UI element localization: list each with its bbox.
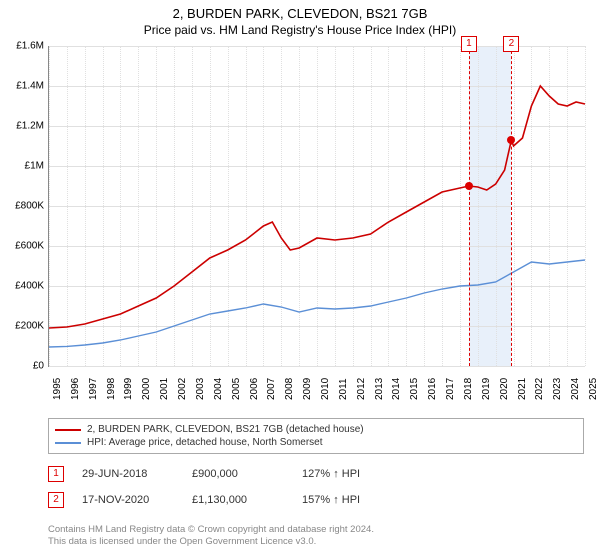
x-tick-label: 2001 <box>159 378 170 400</box>
x-tick-label: 2003 <box>195 378 206 400</box>
x-tick-label: 2018 <box>463 378 474 400</box>
x-tick-label: 2023 <box>552 378 563 400</box>
legend-label: HPI: Average price, detached house, Nort… <box>87 437 323 448</box>
chart-container: 2, BURDEN PARK, CLEVEDON, BS21 7GB Price… <box>0 0 600 560</box>
sale-marker-box: 2 <box>503 36 519 52</box>
sale-price: £1,130,000 <box>192 494 302 506</box>
x-tick-label: 2024 <box>570 378 581 400</box>
x-tick-label: 2025 <box>588 378 599 400</box>
x-tick-label: 2021 <box>517 378 528 400</box>
y-tick-label: £1.6M <box>4 41 44 52</box>
y-tick-label: £200K <box>4 321 44 332</box>
x-tick-label: 2000 <box>141 378 152 400</box>
sale-row-marker: 1 <box>48 466 64 482</box>
legend-label: 2, BURDEN PARK, CLEVEDON, BS21 7GB (deta… <box>87 424 364 435</box>
x-tick-label: 2019 <box>481 378 492 400</box>
x-tick-label: 2020 <box>499 378 510 400</box>
sale-row: 2 17-NOV-2020£1,130,000157% ↑ HPI <box>48 492 584 508</box>
y-tick-label: £400K <box>4 281 44 292</box>
sale-marker-line <box>511 46 512 366</box>
legend-swatch <box>55 442 81 444</box>
y-tick-label: £600K <box>4 241 44 252</box>
title-block: 2, BURDEN PARK, CLEVEDON, BS21 7GB Price… <box>0 0 600 39</box>
sale-row: 1 29-JUN-2018£900,000127% ↑ HPI <box>48 466 584 482</box>
x-tick-label: 2005 <box>231 378 242 400</box>
x-tick-label: 2012 <box>356 378 367 400</box>
x-tick-label: 1998 <box>106 378 117 400</box>
disclaimer-line2: This data is licensed under the Open Gov… <box>48 536 584 548</box>
x-tick-label: 2014 <box>391 378 402 400</box>
y-tick-label: £1M <box>4 161 44 172</box>
x-tick-label: 2006 <box>249 378 260 400</box>
sale-price: £900,000 <box>192 468 302 480</box>
x-tick-label: 2011 <box>338 378 349 400</box>
y-tick-label: £800K <box>4 201 44 212</box>
title-address: 2, BURDEN PARK, CLEVEDON, BS21 7GB <box>0 6 600 21</box>
sale-marker-line <box>469 46 470 366</box>
series-blue <box>49 260 585 347</box>
sale-marker-box: 1 <box>461 36 477 52</box>
x-tick-label: 2016 <box>427 378 438 400</box>
x-tick-label: 2015 <box>409 378 420 400</box>
legend-item: HPI: Average price, detached house, Nort… <box>55 436 577 449</box>
x-tick-label: 1995 <box>52 378 63 400</box>
disclaimer-line1: Contains HM Land Registry data © Crown c… <box>48 524 584 536</box>
x-tick-label: 2008 <box>284 378 295 400</box>
gridline-v <box>585 46 586 366</box>
sale-hpi: 157% ↑ HPI <box>302 494 412 506</box>
sale-dot <box>507 136 515 144</box>
chart-svg <box>49 46 585 366</box>
sale-dot <box>465 182 473 190</box>
series-red <box>49 86 585 328</box>
legend-swatch <box>55 429 81 431</box>
y-tick-label: £1.4M <box>4 81 44 92</box>
gridline-h <box>49 366 585 367</box>
y-tick-label: £0 <box>4 361 44 372</box>
sale-date: 29-JUN-2018 <box>82 468 192 480</box>
sale-row-marker: 2 <box>48 492 64 508</box>
x-tick-label: 2007 <box>266 378 277 400</box>
x-tick-label: 2004 <box>213 378 224 400</box>
x-tick-label: 1999 <box>123 378 134 400</box>
x-tick-label: 2002 <box>177 378 188 400</box>
legend-item: 2, BURDEN PARK, CLEVEDON, BS21 7GB (deta… <box>55 423 577 436</box>
chart-plot-area <box>48 46 585 367</box>
x-tick-label: 2010 <box>320 378 331 400</box>
x-tick-label: 1996 <box>70 378 81 400</box>
x-tick-label: 2013 <box>374 378 385 400</box>
title-subtitle: Price paid vs. HM Land Registry's House … <box>0 23 600 37</box>
legend-box: 2, BURDEN PARK, CLEVEDON, BS21 7GB (deta… <box>48 418 584 454</box>
x-tick-label: 2017 <box>445 378 456 400</box>
x-tick-label: 1997 <box>88 378 99 400</box>
sale-hpi: 127% ↑ HPI <box>302 468 412 480</box>
x-tick-label: 2022 <box>534 378 545 400</box>
y-tick-label: £1.2M <box>4 121 44 132</box>
sale-date: 17-NOV-2020 <box>82 494 192 506</box>
disclaimer: Contains HM Land Registry data © Crown c… <box>48 524 584 549</box>
x-tick-label: 2009 <box>302 378 313 400</box>
